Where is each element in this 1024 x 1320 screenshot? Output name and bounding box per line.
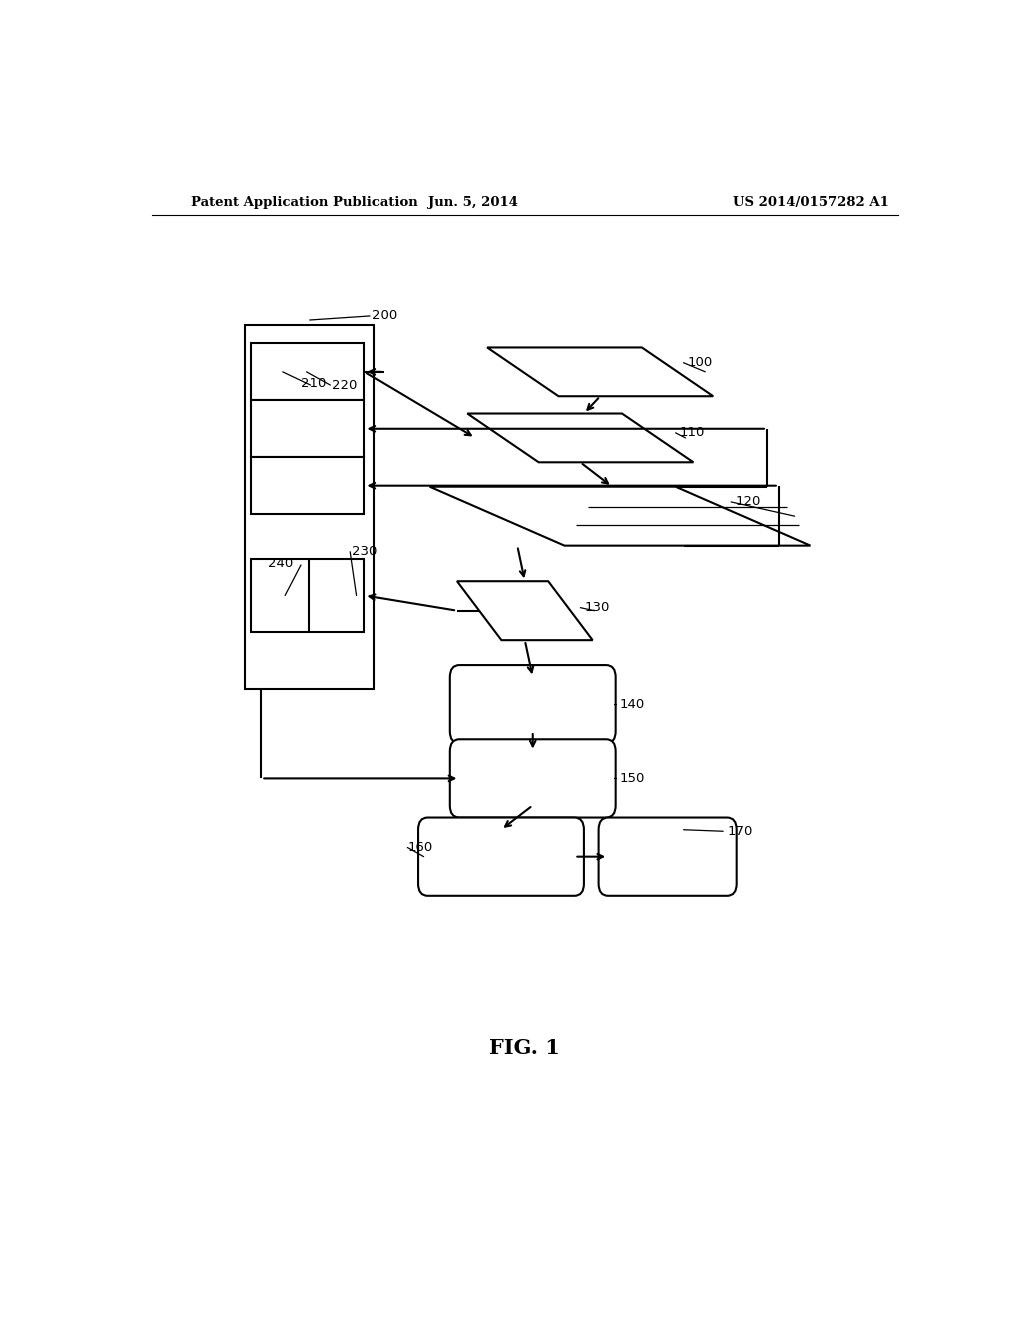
FancyBboxPatch shape xyxy=(450,665,615,743)
FancyBboxPatch shape xyxy=(418,817,584,896)
Text: 200: 200 xyxy=(373,309,397,322)
Text: 220: 220 xyxy=(332,379,357,392)
Text: FIG. 1: FIG. 1 xyxy=(489,1038,560,1057)
Polygon shape xyxy=(467,413,693,462)
Text: US 2014/0157282 A1: US 2014/0157282 A1 xyxy=(732,195,889,209)
Text: 100: 100 xyxy=(687,356,713,370)
FancyBboxPatch shape xyxy=(599,817,736,896)
Bar xyxy=(251,558,365,632)
Text: 240: 240 xyxy=(268,557,293,570)
Text: 140: 140 xyxy=(620,698,645,710)
Bar xyxy=(246,325,374,689)
Bar xyxy=(251,457,365,515)
Bar xyxy=(251,343,365,400)
Text: 150: 150 xyxy=(620,772,645,785)
Text: 170: 170 xyxy=(727,825,753,838)
Text: 210: 210 xyxy=(301,376,327,389)
Polygon shape xyxy=(457,581,593,640)
Text: Jun. 5, 2014: Jun. 5, 2014 xyxy=(428,195,518,209)
Text: 160: 160 xyxy=(408,841,432,854)
Text: Patent Application Publication: Patent Application Publication xyxy=(191,195,418,209)
Text: 110: 110 xyxy=(680,426,705,440)
Bar xyxy=(251,400,365,457)
Polygon shape xyxy=(430,487,811,545)
FancyBboxPatch shape xyxy=(450,739,615,817)
Text: 130: 130 xyxy=(585,601,609,614)
Polygon shape xyxy=(487,347,714,396)
Text: 120: 120 xyxy=(735,495,761,508)
Text: 230: 230 xyxy=(352,545,377,558)
